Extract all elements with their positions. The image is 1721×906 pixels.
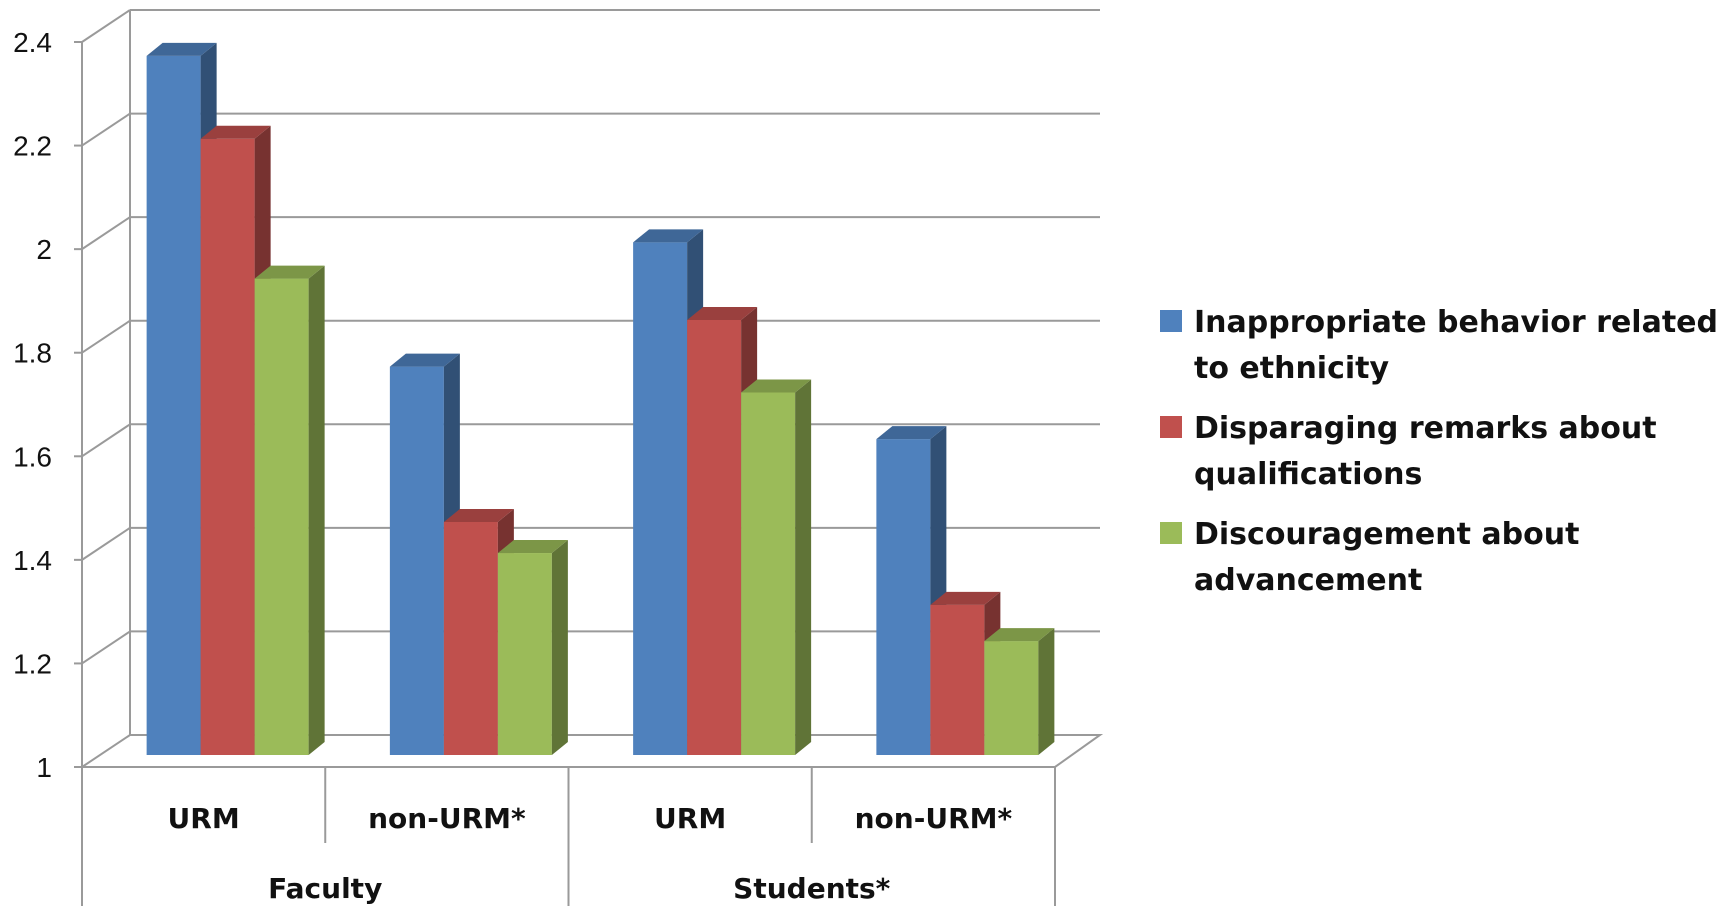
- gridline-diagonal: [81, 216, 131, 250]
- legend-item-qualifications: Disparaging remarks about qualifications: [1160, 406, 1720, 498]
- legend: Inappropriate behavior related to ethnic…: [1160, 300, 1720, 618]
- y-tick-label: 1.8: [13, 338, 52, 369]
- bar: [930, 604, 985, 755]
- legend-swatch-red: [1160, 416, 1182, 438]
- bar-side: [308, 265, 325, 755]
- legend-swatch-blue: [1160, 310, 1182, 332]
- legend-item-ethnicity: Inappropriate behavior related to ethnic…: [1160, 300, 1720, 392]
- category-label: URM: [654, 802, 726, 835]
- y-tick-label: 2.2: [13, 131, 52, 162]
- bar: [497, 553, 552, 755]
- bar: [876, 439, 931, 755]
- bar-side: [795, 379, 812, 755]
- bar-top: [146, 42, 217, 56]
- bar-side: [1038, 628, 1055, 755]
- bar: [200, 138, 255, 755]
- gridline-diagonal: [81, 423, 131, 458]
- category-label: URM: [168, 802, 240, 835]
- legend-label-ethnicity: Inappropriate behavior related to ethnic…: [1194, 305, 1718, 386]
- bar-top: [389, 353, 460, 367]
- bar-top: [497, 540, 568, 554]
- gridline-diagonal: [81, 630, 131, 665]
- y-tick-label: 1.2: [13, 648, 52, 679]
- group-label: Faculty: [268, 872, 382, 905]
- bar-top: [443, 508, 514, 522]
- y-tick-label: 1.4: [13, 545, 52, 576]
- y-tick-label: 1.6: [13, 441, 52, 472]
- bar-top: [633, 229, 704, 243]
- bar-top: [984, 628, 1055, 642]
- bar: [389, 366, 444, 755]
- bar-top: [930, 591, 1001, 605]
- category-label: non-URM*: [368, 802, 526, 835]
- legend-swatch-green: [1160, 522, 1182, 544]
- bar: [741, 392, 796, 755]
- bar: [984, 641, 1039, 755]
- bar-side: [551, 540, 568, 755]
- bar: [443, 521, 498, 755]
- y-tick-label: 1: [36, 752, 52, 783]
- bar-top: [254, 265, 325, 279]
- gridline-diagonal: [81, 319, 131, 354]
- bar-top: [200, 125, 271, 139]
- bar: [687, 320, 742, 755]
- gridline-diagonal: [81, 112, 131, 147]
- y-tick-label: 2.4: [13, 27, 52, 58]
- legend-label-qualifications: Disparaging remarks about qualifications: [1194, 411, 1657, 492]
- gridline-diagonal: [81, 9, 131, 43]
- gridline-diagonal: [81, 527, 131, 561]
- legend-label-advancement: Discouragement about advancement: [1194, 517, 1580, 598]
- bar: [633, 242, 688, 756]
- bar-top: [741, 379, 812, 393]
- bar: [146, 55, 201, 755]
- bar-top: [687, 307, 758, 320]
- y-tick-label: 2: [36, 234, 52, 265]
- bar-top: [876, 426, 947, 440]
- legend-item-advancement: Discouragement about advancement: [1160, 512, 1720, 604]
- bar: [254, 278, 309, 755]
- group-label: Students*: [733, 872, 891, 905]
- category-label: non-URM*: [855, 802, 1013, 835]
